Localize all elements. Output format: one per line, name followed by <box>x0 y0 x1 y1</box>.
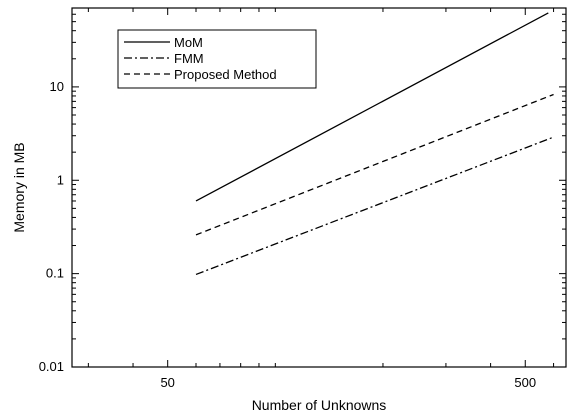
x-tick-label: 50 <box>160 375 174 390</box>
series-line-fmm <box>195 136 554 276</box>
y-axis: 0.01 0.1 1 10 <box>39 7 566 374</box>
y-tick-label: 1 <box>57 172 64 187</box>
y-tick-label: 0.01 <box>39 359 64 374</box>
x-axis: 50 500 <box>87 8 555 390</box>
series-line-mom <box>195 12 549 202</box>
x-axis-label: Number of Unknowns <box>252 397 387 413</box>
y-tick-label: 10 <box>50 79 64 94</box>
series-line-proposed-method <box>195 93 554 236</box>
legend-label: MoM <box>174 35 203 50</box>
y-axis-label: Memory in MB <box>11 142 27 232</box>
legend-label: FMM <box>174 51 204 66</box>
y-tick-label: 0.1 <box>46 266 64 281</box>
x-tick-label: 500 <box>514 375 536 390</box>
legend-label: Proposed Method <box>174 67 277 82</box>
plot-area-frame <box>71 7 567 368</box>
legend-box <box>117 29 317 89</box>
series-group <box>195 12 554 276</box>
